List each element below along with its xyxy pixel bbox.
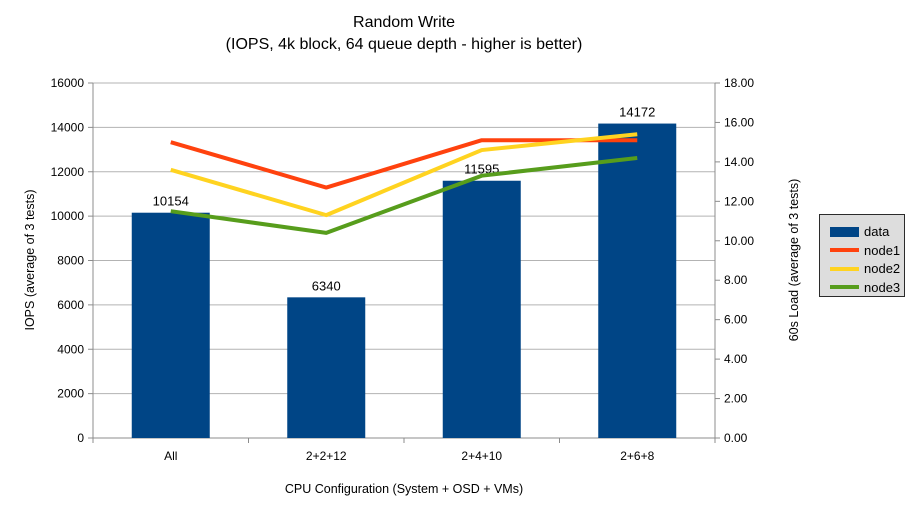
legend-label: node3 xyxy=(864,279,901,295)
x-axis-title: CPU Configuration (System + OSD + VMs) xyxy=(284,482,524,496)
legend-rect-swatch-icon xyxy=(830,226,859,237)
legend-item-node2: node2 xyxy=(830,260,904,277)
legend-line-swatch-icon xyxy=(830,266,859,271)
x-axis-category-label: 2+4+10 xyxy=(461,449,502,463)
y2-axis-tick-label: 0.00 xyxy=(724,431,748,445)
y2-axis-tick-label: 4.00 xyxy=(724,352,748,366)
y2-axis-tick-label: 18.00 xyxy=(724,76,754,90)
legend-label: data xyxy=(864,224,890,239)
y2-axis-tick-label: 16.00 xyxy=(724,115,754,129)
x-axis-category-label: All xyxy=(164,449,177,463)
y2-axis-tick-label: 8.00 xyxy=(724,273,748,287)
bar-value-label: 6340 xyxy=(312,278,341,293)
chart-subtitle: (IOPS, 4k block, 64 queue depth - higher… xyxy=(225,36,583,53)
legend-item-node3: node3 xyxy=(830,279,904,296)
y-axis-tick-label: 16000 xyxy=(51,76,85,90)
y-axis-tick-label: 10000 xyxy=(51,209,85,223)
x-axis-category-label: 2+2+12 xyxy=(306,449,347,463)
line-node1 xyxy=(170,138,638,190)
y2-axis-tick-label: 2.00 xyxy=(724,392,748,406)
chart-title: Random Write xyxy=(353,14,455,31)
y-axis-tick-label: 8000 xyxy=(57,254,84,268)
y2-axis-tick-label: 12.00 xyxy=(724,194,754,208)
legend: data node1 node2 node3 xyxy=(819,214,905,297)
y-axis-tick-label: 2000 xyxy=(57,387,84,401)
x-axis-category-label: 2+6+8 xyxy=(620,449,654,463)
legend-item-data: data xyxy=(830,223,904,240)
bar-value-label: 10154 xyxy=(153,194,189,209)
legend-line-swatch-icon xyxy=(830,248,859,252)
y2-axis-tick-label: 10.00 xyxy=(724,234,754,248)
y-axis-tick-label: 12000 xyxy=(51,165,85,179)
legend-line-swatch-icon xyxy=(830,285,859,289)
bar-All xyxy=(131,212,210,438)
legend-item-node1: node1 xyxy=(830,242,904,259)
y-axis-tick-label: 4000 xyxy=(57,342,84,356)
bar-value-label: 14172 xyxy=(619,105,655,120)
line-node2 xyxy=(170,132,638,218)
y-axis-tick-label: 6000 xyxy=(57,298,84,312)
y-axis-tick-label: 14000 xyxy=(51,120,85,134)
y2-axis-tick-label: 6.00 xyxy=(724,313,748,327)
y2-axis-tick-label: 14.00 xyxy=(724,155,754,169)
bar-2+6+8 xyxy=(598,123,677,438)
bar-2+2+12 xyxy=(287,297,366,438)
legend-label: node2 xyxy=(864,261,901,276)
y-axis-tick-label: 0 xyxy=(77,431,84,445)
bar-2+4+10 xyxy=(442,180,521,438)
legend-label: node1 xyxy=(864,242,901,258)
line-node3 xyxy=(170,155,638,235)
